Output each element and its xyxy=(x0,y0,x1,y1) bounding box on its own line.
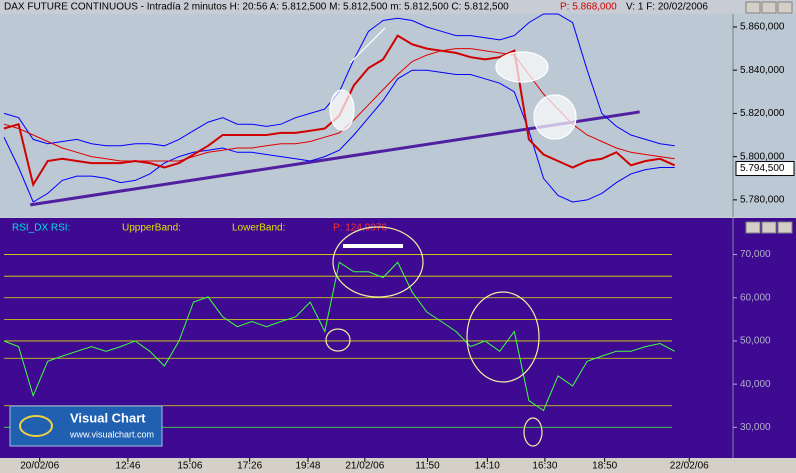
annotation-line xyxy=(349,27,386,64)
annotation-ellipse xyxy=(495,51,549,83)
y-tick-label: 5.860,000 xyxy=(740,22,785,33)
button[interactable] xyxy=(777,221,793,234)
y-tick-label: 5.800,000 xyxy=(740,151,785,162)
annotation-ellipse xyxy=(523,417,543,447)
annotation-ellipse xyxy=(329,89,355,131)
y-tick-label: 5.820,000 xyxy=(740,108,785,119)
series-line xyxy=(3,69,675,203)
button[interactable] xyxy=(761,1,777,14)
logo-icon xyxy=(19,415,53,437)
logo-box xyxy=(9,405,163,447)
x-tick-label: 15:06 xyxy=(177,461,202,472)
button[interactable] xyxy=(745,221,761,234)
y-tick-label: 30,000 xyxy=(740,422,771,433)
annotation-ellipse xyxy=(325,328,351,352)
y-tick-label: 40,000 xyxy=(740,379,771,390)
last-value-label: 5.794,500 xyxy=(740,163,785,174)
logo-url: www.visualchart.com xyxy=(69,429,154,439)
annotations xyxy=(325,27,577,447)
annotation-ellipse xyxy=(533,94,577,140)
y-tick-label: 70,000 xyxy=(740,249,771,260)
y-tick-label: 5.840,000 xyxy=(740,65,785,76)
button[interactable] xyxy=(777,1,793,14)
indicator-label: LowerBand: xyxy=(232,223,285,234)
chart-title: DAX FUTURE CONTINUOUS - Intradía 2 minut… xyxy=(4,2,509,13)
time-axis xyxy=(0,458,796,473)
x-tick-label: 18:50 xyxy=(592,461,617,472)
last-value-box xyxy=(735,161,795,177)
y-tick-label: 60,000 xyxy=(740,292,771,303)
button[interactable] xyxy=(745,1,761,14)
indicator-label: RSI_DX RSI: xyxy=(12,223,70,234)
x-tick-label: 12:46 xyxy=(115,461,140,472)
title-extra: P: 5.868,000 xyxy=(560,2,617,13)
y-tick-label: 5.780,000 xyxy=(740,195,785,206)
x-tick-label: 17:26 xyxy=(237,461,262,472)
x-tick-label: 19:48 xyxy=(295,461,320,472)
x-tick-label: 21/02/06 xyxy=(345,461,384,472)
y-tick-label: 50,000 xyxy=(740,336,771,347)
indicator-label: P: 124,9076 xyxy=(333,223,387,234)
x-tick-label: 16:30 xyxy=(532,461,557,472)
series-line xyxy=(3,261,675,412)
x-tick-label: 20/02/06 xyxy=(20,461,59,472)
x-tick-label: 14:10 xyxy=(475,461,500,472)
window-buttons xyxy=(745,1,793,234)
logo: Visual Chart www.visualchart.com xyxy=(9,405,163,447)
indicator-label: UppperBand: xyxy=(122,223,181,234)
title-extra: V: 1 F: 20/02/2006 xyxy=(626,2,708,13)
button[interactable] xyxy=(761,221,777,234)
annotation-ellipse xyxy=(332,226,424,298)
annotation-ellipse xyxy=(466,291,540,383)
price-panel xyxy=(0,14,796,217)
x-tick-label: 11:50 xyxy=(415,461,440,472)
logo-name: Visual Chart xyxy=(70,410,146,425)
x-tick-label: 22/02/06 xyxy=(670,461,709,472)
